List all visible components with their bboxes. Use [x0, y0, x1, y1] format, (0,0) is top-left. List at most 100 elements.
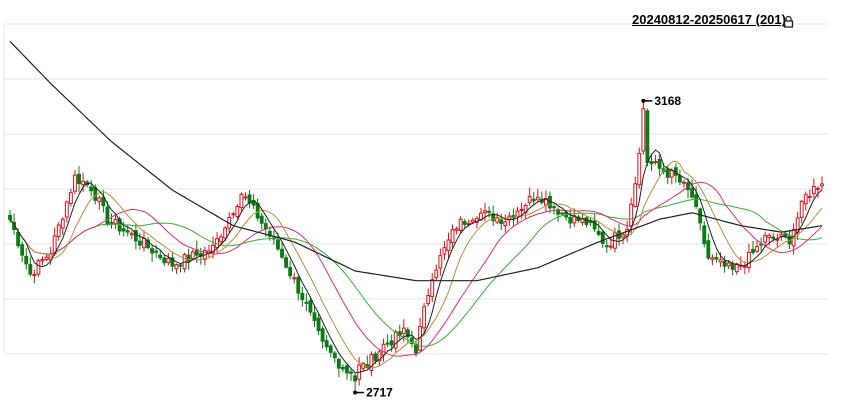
- ma10-line: [9, 160, 823, 369]
- candle-down: [690, 187, 695, 198]
- candle-down: [345, 365, 349, 374]
- candle-up: [653, 161, 658, 164]
- candle-down: [588, 220, 593, 223]
- candle-down: [385, 342, 390, 345]
- candle-down: [353, 375, 358, 382]
- candle-down: [308, 300, 313, 313]
- candle-down: [771, 236, 776, 240]
- candle-up: [81, 180, 86, 185]
- candle-down: [694, 194, 699, 208]
- candle-up: [40, 259, 45, 262]
- candle-down: [251, 199, 256, 206]
- candle-down: [296, 277, 301, 294]
- candle-up: [393, 331, 398, 349]
- candle-up: [422, 306, 427, 329]
- candle-up: [483, 210, 487, 214]
- candle-down: [600, 231, 605, 244]
- candle-up: [742, 265, 747, 268]
- candle-up: [219, 236, 224, 243]
- candle-up: [807, 196, 812, 199]
- candle-up: [113, 218, 118, 225]
- candle-up: [718, 259, 723, 263]
- candle-down: [604, 245, 609, 248]
- candle-down: [462, 221, 467, 225]
- candle-down: [552, 206, 556, 209]
- candle-up: [211, 244, 215, 253]
- candle-down: [783, 233, 788, 237]
- candle-up: [223, 227, 228, 239]
- candle-up: [633, 183, 638, 207]
- candle-up: [64, 201, 69, 218]
- candle-down: [706, 240, 711, 259]
- candle-down: [284, 257, 289, 268]
- high-value-label: 3168: [654, 94, 681, 108]
- candle-up: [239, 193, 244, 209]
- candle-up: [519, 208, 524, 211]
- date-range-label[interactable]: 20240812-20250617 (201): [632, 12, 786, 27]
- candle-down: [137, 240, 142, 246]
- candle-up: [44, 256, 49, 261]
- low-value-label: 2717: [366, 386, 393, 400]
- candle-down: [722, 260, 727, 267]
- candle-down: [751, 248, 755, 254]
- lock-icon[interactable]: [783, 15, 794, 28]
- candle-up: [799, 200, 804, 218]
- candle-up: [190, 251, 195, 260]
- candle-down: [328, 345, 333, 353]
- low-marker-dot: [353, 390, 358, 395]
- candle-down: [28, 264, 33, 275]
- candle-down: [316, 317, 321, 332]
- candle-down: [649, 161, 654, 165]
- candle-up: [36, 260, 41, 275]
- candle-down: [596, 230, 601, 235]
- candle-down: [304, 301, 309, 304]
- candle-down: [702, 225, 707, 245]
- candle-up: [68, 192, 73, 204]
- candle-down: [146, 239, 150, 249]
- candle-up: [470, 219, 475, 223]
- candle-down: [109, 221, 114, 224]
- candle-down: [288, 267, 293, 277]
- candle-up: [32, 274, 37, 277]
- candle-up: [820, 183, 824, 187]
- candle-up: [527, 195, 532, 203]
- candle-down: [389, 340, 394, 346]
- candle-down: [730, 263, 735, 270]
- candle-up: [682, 181, 686, 184]
- candle-down: [531, 198, 536, 202]
- candle-down: [568, 216, 573, 224]
- candle-down: [263, 223, 268, 230]
- candle-up: [608, 245, 613, 248]
- candle-up: [669, 169, 674, 178]
- candle-down: [324, 340, 329, 348]
- candle-up: [779, 233, 784, 237]
- candle-up: [710, 257, 715, 260]
- candle-up: [767, 234, 772, 239]
- candle-down: [125, 230, 130, 233]
- candle-down: [320, 328, 325, 342]
- candle-up: [231, 213, 236, 216]
- candle-down: [300, 292, 305, 301]
- candle-down: [698, 208, 703, 224]
- moving-averages: [9, 40, 823, 374]
- candle-up: [803, 194, 808, 205]
- candle-down: [150, 248, 155, 254]
- candle-down: [121, 228, 126, 232]
- candle-down: [405, 329, 410, 338]
- candle-down: [247, 194, 252, 204]
- candle-down: [410, 337, 414, 345]
- candle-up: [543, 197, 548, 206]
- ma20-line: [9, 181, 823, 357]
- candle-up: [97, 197, 102, 202]
- candle-up: [450, 228, 455, 243]
- candle-down: [77, 173, 81, 185]
- candle-up: [438, 255, 443, 269]
- candle-up: [60, 218, 65, 229]
- candle-up: [515, 210, 520, 217]
- candle-up: [503, 221, 508, 227]
- candle-up: [479, 212, 483, 220]
- candle-up: [746, 252, 751, 269]
- candles: [8, 100, 824, 393]
